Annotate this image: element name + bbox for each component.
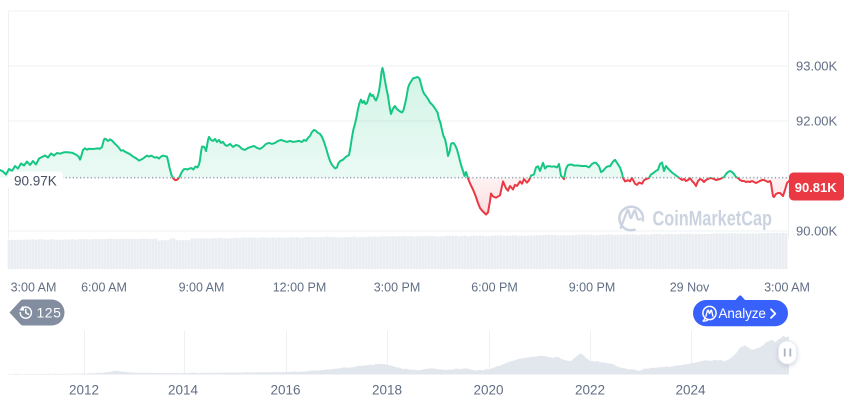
svg-text:2016: 2016: [270, 383, 300, 398]
svg-text:9:00 AM: 9:00 AM: [179, 281, 225, 295]
svg-text:90.81K: 90.81K: [795, 180, 838, 195]
svg-text:125: 125: [37, 305, 62, 321]
svg-text:2022: 2022: [575, 383, 605, 398]
svg-text:29 Nov: 29 Nov: [670, 281, 710, 295]
svg-text:92.00K: 92.00K: [796, 114, 838, 129]
svg-text:2020: 2020: [473, 383, 503, 398]
svg-text:2018: 2018: [372, 383, 402, 398]
svg-text:3:00 PM: 3:00 PM: [374, 281, 421, 295]
svg-text:3:00 AM: 3:00 AM: [764, 281, 810, 295]
svg-text:CoinMarketCap: CoinMarketCap: [653, 207, 773, 231]
svg-text:3:00 AM: 3:00 AM: [11, 281, 57, 295]
svg-text:6:00 PM: 6:00 PM: [471, 281, 518, 295]
svg-text:Analyze: Analyze: [719, 306, 766, 321]
svg-text:2014: 2014: [168, 383, 199, 398]
svg-text:93.00K: 93.00K: [796, 59, 838, 74]
svg-text:6:00 AM: 6:00 AM: [81, 281, 127, 295]
svg-text:12:00 PM: 12:00 PM: [273, 281, 327, 295]
svg-text:9:00 PM: 9:00 PM: [569, 281, 616, 295]
svg-text:90.97K: 90.97K: [14, 174, 57, 189]
svg-text:90.00K: 90.00K: [796, 224, 838, 239]
svg-text:2012: 2012: [69, 383, 99, 398]
svg-text:2024: 2024: [675, 383, 706, 398]
